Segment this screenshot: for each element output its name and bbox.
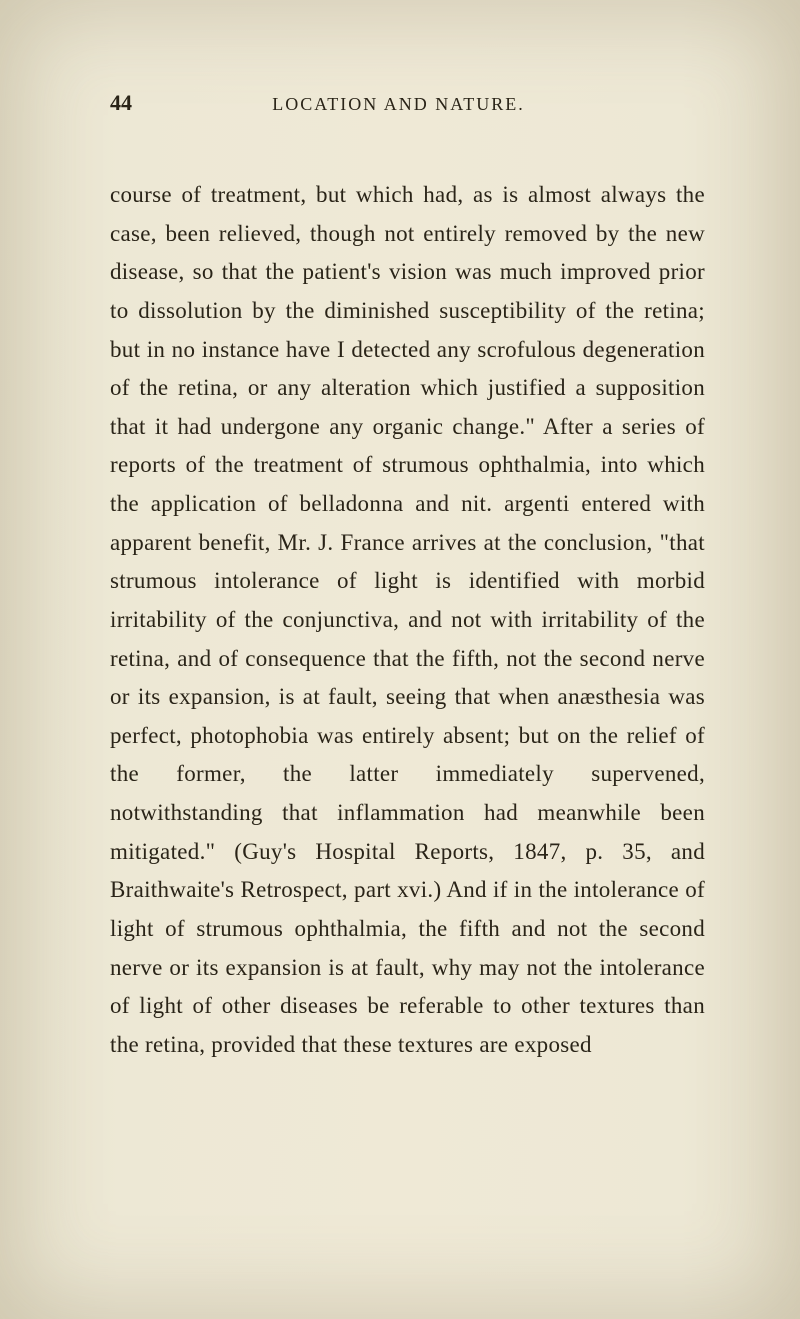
document-page: 44 LOCATION AND NATURE. course of treatm… <box>0 0 800 1319</box>
running-title: LOCATION AND NATURE. <box>92 94 705 115</box>
page-header: 44 LOCATION AND NATURE. <box>110 90 705 116</box>
body-text: course of treatment, but which had, as i… <box>110 176 705 1064</box>
